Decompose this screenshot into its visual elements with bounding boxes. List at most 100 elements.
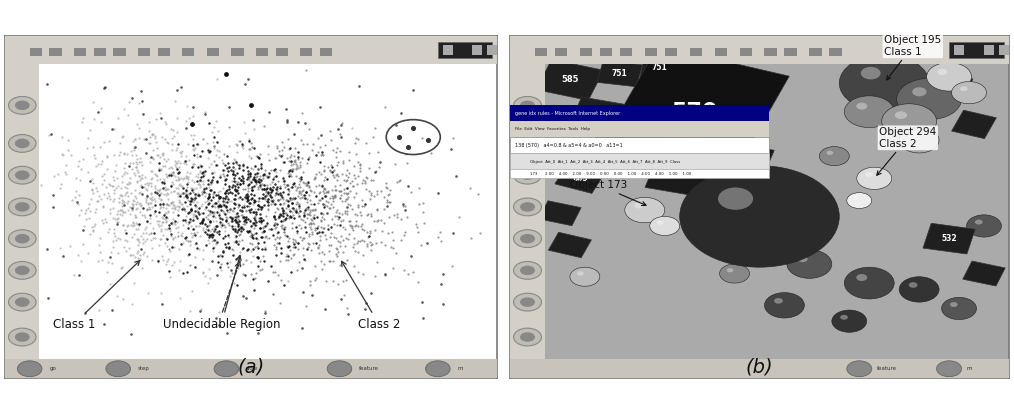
Text: 585: 585 (591, 110, 608, 120)
Point (367, 124, 383, 131)
Point (228, 214, 244, 221)
Point (260, 235, 276, 242)
Point (351, 204, 367, 211)
Point (234, 145, 250, 151)
Point (244, 222, 261, 229)
Point (247, 179, 264, 186)
Point (224, 164, 240, 171)
Point (329, 207, 345, 214)
Point (280, 253, 296, 260)
Point (123, 252, 139, 259)
Point (351, 83, 367, 89)
Point (255, 203, 271, 210)
Point (312, 224, 329, 231)
Point (246, 198, 263, 205)
Point (95, 321, 112, 327)
Point (126, 279, 142, 286)
Point (234, 207, 250, 214)
Point (235, 141, 251, 148)
Point (94, 217, 111, 223)
Point (281, 215, 297, 222)
Point (301, 154, 317, 161)
Point (246, 199, 263, 206)
Point (128, 163, 144, 170)
Point (140, 201, 156, 208)
Point (196, 185, 212, 192)
Point (264, 197, 280, 204)
Point (234, 246, 250, 252)
Point (272, 258, 288, 265)
Point (240, 177, 257, 184)
Point (470, 191, 487, 198)
Point (114, 207, 130, 214)
Point (341, 169, 357, 176)
Point (108, 237, 125, 244)
Point (277, 178, 293, 184)
Point (250, 154, 267, 161)
Point (314, 214, 331, 221)
Point (145, 225, 161, 232)
Point (316, 141, 333, 148)
Point (266, 197, 282, 204)
Circle shape (513, 135, 541, 152)
Point (167, 147, 184, 153)
Point (208, 241, 224, 247)
Point (293, 173, 309, 180)
Point (229, 212, 245, 219)
Point (195, 169, 211, 176)
Point (161, 248, 177, 255)
Point (347, 223, 363, 229)
Point (201, 148, 217, 155)
Point (390, 177, 407, 184)
Point (192, 177, 208, 184)
Point (265, 187, 281, 194)
Point (21, 235, 38, 242)
Point (267, 219, 283, 226)
Point (138, 198, 154, 205)
Point (309, 149, 325, 155)
Point (237, 80, 254, 87)
Circle shape (913, 87, 927, 96)
Point (412, 185, 428, 191)
Point (189, 154, 205, 161)
Point (73, 258, 89, 265)
Point (322, 224, 339, 230)
Point (249, 202, 266, 209)
Point (297, 257, 313, 264)
Point (151, 218, 167, 224)
Point (159, 257, 175, 264)
Point (185, 214, 201, 220)
Point (324, 172, 341, 179)
Point (174, 222, 191, 228)
Point (180, 190, 197, 197)
Point (124, 234, 140, 241)
Point (101, 196, 118, 203)
Point (177, 234, 194, 241)
Point (194, 163, 210, 170)
Point (153, 150, 169, 157)
Point (164, 262, 180, 268)
Point (340, 207, 356, 214)
Point (104, 260, 121, 267)
Point (221, 206, 237, 212)
Point (272, 185, 288, 191)
FancyBboxPatch shape (183, 48, 195, 56)
Point (119, 181, 135, 188)
FancyBboxPatch shape (549, 232, 591, 258)
Point (238, 197, 255, 204)
Point (202, 178, 218, 185)
Point (222, 189, 238, 195)
Point (158, 214, 174, 221)
Point (289, 229, 305, 236)
Point (246, 183, 263, 189)
Point (245, 246, 262, 253)
Point (120, 222, 136, 229)
Point (232, 206, 248, 213)
Point (259, 189, 275, 196)
Point (216, 222, 232, 228)
Point (282, 214, 298, 221)
Point (146, 183, 162, 190)
Point (273, 277, 289, 283)
Point (285, 215, 301, 222)
Point (106, 190, 123, 196)
